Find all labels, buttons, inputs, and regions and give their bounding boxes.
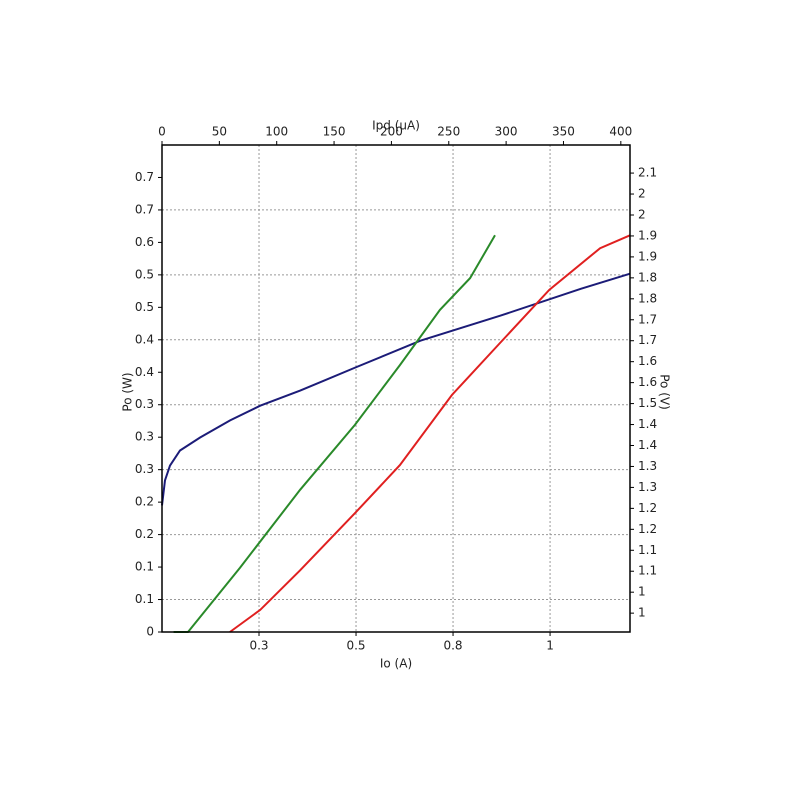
y-axis-label: Po (W) (121, 372, 135, 411)
y2-tick-label: 1.8 (638, 291, 657, 305)
x2-tick-label: 0 (158, 125, 166, 139)
y-tick-label: 0.1 (135, 560, 154, 574)
x-tick-label: 0.8 (443, 639, 462, 653)
series-line (161, 272, 631, 506)
y2-tick-label: 1.9 (638, 228, 657, 242)
x-tick-label: 0.3 (249, 639, 268, 653)
x2-tick-label: 150 (323, 125, 346, 139)
y-tick-label: 0.5 (135, 300, 154, 314)
y2-tick-label: 1.5 (638, 396, 657, 410)
x2-tick-label: 100 (265, 125, 288, 139)
y-tick-label: 0.5 (135, 267, 154, 281)
y2-tick-label: 1.9 (638, 249, 657, 263)
y2-tick-label: 1.6 (638, 354, 657, 368)
y2-tick-label: 2.1 (638, 166, 657, 180)
y2-tick-label: 1.4 (638, 438, 657, 452)
y2-tick-label: 1 (638, 585, 646, 599)
x-tick-label: 0.5 (346, 639, 365, 653)
y-tick-label: 0.3 (135, 430, 154, 444)
y2-tick-label: 1.8 (638, 270, 657, 284)
y2-tick-label: 1.7 (638, 333, 657, 347)
y-tick-label: 0.3 (135, 397, 154, 411)
y-tick-label: 0.4 (135, 365, 154, 379)
y-tick-label: 0.4 (135, 332, 154, 346)
y2-tick-label: 1.3 (638, 459, 657, 473)
y2-tick-label: 2 (638, 187, 646, 201)
y2-tick-label: 1 (638, 606, 646, 620)
y2-tick-label: 1.1 (638, 543, 657, 557)
y2-tick-label: 2 (638, 207, 646, 221)
y2-tick-label: 1.1 (638, 564, 657, 578)
y2-axis-label: Po (V) (658, 374, 672, 410)
x-axis-label: Io (A) (380, 657, 412, 671)
y-tick-label: 0.1 (135, 592, 154, 606)
y2-tick-label: 1.2 (638, 522, 657, 536)
series-line (173, 234, 496, 633)
y-tick-label: 0.7 (135, 170, 154, 184)
x2-tick-label: 300 (495, 125, 518, 139)
x2-tick-label: 350 (552, 125, 575, 139)
x2-tick-label: 200 (380, 125, 403, 139)
y-tick-label: 0.2 (135, 495, 154, 509)
y-tick-label: 0 (146, 625, 154, 639)
y2-tick-label: 1.2 (638, 501, 657, 515)
x2-tick-label: 50 (212, 125, 227, 139)
series-line (229, 234, 631, 633)
y-tick-label: 0.6 (135, 235, 154, 249)
y-tick-label: 0.2 (135, 527, 154, 541)
x2-tick-label: 250 (437, 125, 460, 139)
y2-tick-label: 1.6 (638, 375, 657, 389)
y-tick-label: 0.3 (135, 462, 154, 476)
y-tick-label: 0.7 (135, 202, 154, 216)
y2-tick-label: 1.4 (638, 417, 657, 431)
x2-tick-label: 400 (609, 125, 632, 139)
x-tick-label: 1 (546, 639, 554, 653)
plot-frame (161, 144, 631, 633)
x2-axis-label: Ipd (uA) (372, 119, 420, 133)
y2-tick-label: 1.3 (638, 480, 657, 494)
y2-tick-label: 1.7 (638, 312, 657, 326)
